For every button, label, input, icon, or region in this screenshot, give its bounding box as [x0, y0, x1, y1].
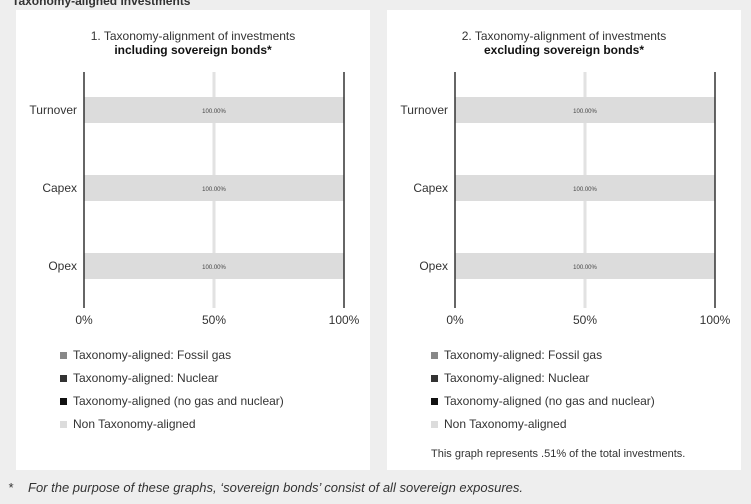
legend-swatch [431, 398, 438, 405]
legend-item: Non Taxonomy-aligned [60, 417, 284, 440]
legend-swatch [431, 352, 438, 359]
data-label-turnover: 100.00% [573, 109, 597, 115]
chart-2-title-line1: 2. Taxonomy-alignment of investments [461, 29, 667, 43]
chart-1-legend: Taxonomy-aligned: Fossil gas Taxonomy-ali… [60, 348, 284, 440]
legend-item: Taxonomy-aligned (no gas and nuclear) [60, 394, 284, 417]
tick-label-50: 50% [573, 313, 597, 327]
data-label-capex: 100.00% [573, 187, 597, 193]
legend-swatch [60, 375, 67, 382]
bar-turnover-series-3 [84, 97, 344, 123]
footnote: * For the purpose of these graphs, ‘sover… [8, 480, 523, 495]
data-label-opex: 100.00% [573, 265, 597, 271]
legend-item: Taxonomy-aligned: Nuclear [431, 371, 655, 394]
tick-label-0: 0% [75, 313, 93, 327]
category-label-capex: Capex [42, 181, 77, 195]
chart-1-title: 1. Taxonomy-alignment of investments inc… [16, 29, 370, 57]
footnote-marker: * [8, 480, 14, 495]
legend-item: Taxonomy-aligned (no gas and nuclear) [431, 394, 655, 417]
category-label-capex: Capex [413, 181, 448, 195]
category-label-turnover: Turnover [400, 103, 448, 117]
legend-label: Non Taxonomy-aligned [73, 417, 196, 431]
bar-opex-series-3 [455, 253, 715, 279]
chart-2-legend: Taxonomy-aligned: Fossil gas Taxonomy-ali… [431, 348, 655, 440]
bar-capex-series-3 [455, 175, 715, 201]
category-label-opex: Opex [419, 259, 448, 273]
tick-label-100: 100% [700, 313, 731, 327]
bar-opex-series-3 [84, 253, 344, 279]
legend-label: Taxonomy-aligned (no gas and nuclear) [444, 394, 655, 408]
legend-item: Non Taxonomy-aligned [431, 417, 655, 440]
chart-1-plot: Turnover 100.00% Capex 100.00% Opex 100.00% 0%… [29, 72, 360, 327]
data-label-opex: 100.00% [202, 265, 226, 271]
legend-swatch [60, 352, 67, 359]
chart-panel-2: 2. Taxonomy-alignment of investments exc… [387, 10, 741, 470]
top-cut-heading: Taxonomy-aligned investments [0, 0, 751, 12]
chart-2-title: 2. Taxonomy-alignment of investments exc… [387, 29, 741, 57]
legend-label: Taxonomy-aligned: Nuclear [444, 371, 590, 385]
chart-2-note: This graph represents .51% of the total … [431, 448, 686, 460]
footnote-text: For the purpose of these graphs, ‘sovere… [28, 480, 524, 495]
chart-2-title-line2: excluding sovereign bonds* [483, 43, 645, 57]
data-label-turnover: 100.00% [202, 109, 226, 115]
legend-label: Taxonomy-aligned: Fossil gas [73, 348, 232, 362]
tick-label-100: 100% [329, 313, 360, 327]
tick-label-0: 0% [446, 313, 464, 327]
legend-swatch [431, 421, 438, 428]
category-label-opex: Opex [48, 259, 77, 273]
tick-label-50: 50% [202, 313, 226, 327]
top-cut-heading-text: Taxonomy-aligned investments [12, 0, 191, 8]
legend-swatch [60, 398, 67, 405]
legend-label: Taxonomy-aligned: Nuclear [73, 371, 219, 385]
data-label-capex: 100.00% [202, 187, 226, 193]
legend-swatch [60, 421, 67, 428]
bar-capex-series-3 [84, 175, 344, 201]
bar-turnover-series-3 [455, 97, 715, 123]
legend-item: Taxonomy-aligned: Nuclear [60, 371, 284, 394]
chart-2-plot: Turnover 100.00% Capex 100.00% Opex 100.00% 0%… [400, 72, 731, 327]
legend-label: Taxonomy-aligned (no gas and nuclear) [73, 394, 284, 408]
category-label-turnover: Turnover [29, 103, 77, 117]
legend-item: Taxonomy-aligned: Fossil gas [431, 348, 655, 371]
legend-label: Taxonomy-aligned: Fossil gas [444, 348, 603, 362]
legend-item: Taxonomy-aligned: Fossil gas [60, 348, 284, 371]
legend-label: Non Taxonomy-aligned [444, 417, 567, 431]
chart-panel-1: 1. Taxonomy-alignment of investments inc… [16, 10, 370, 470]
chart-1-title-line1: 1. Taxonomy-alignment of investments [90, 29, 296, 43]
chart-1-title-line2: including sovereign bonds* [114, 43, 272, 57]
legend-swatch [431, 375, 438, 382]
